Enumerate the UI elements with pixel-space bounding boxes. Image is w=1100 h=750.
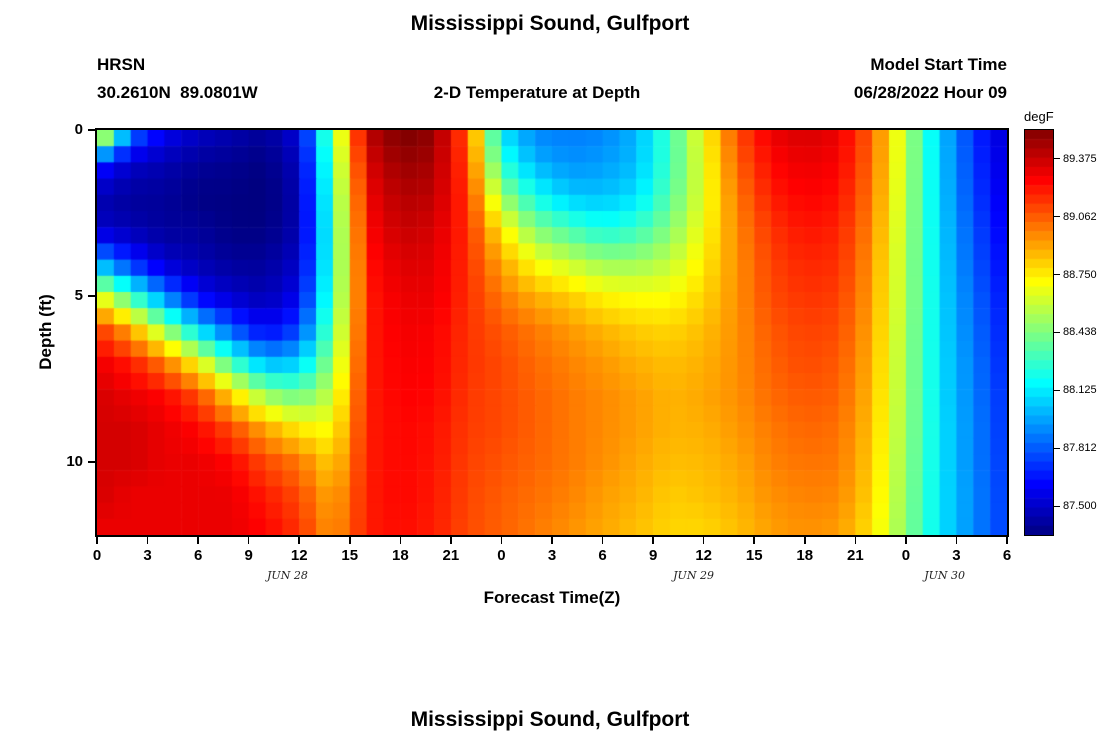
date-label: JUN 29 [673,569,714,582]
time-axis-label: Forecast Time(Z) [483,588,621,607]
station-coordinates: 30.2610N 89.0801W [97,83,258,102]
x-axis-tick-label: 15 [341,547,359,564]
x-axis-tick-label: 3 [547,547,557,564]
date-label: JUN 30 [924,569,966,582]
x-axis-tick-label: 21 [442,547,460,564]
x-axis-tick-label: 9 [244,547,253,564]
x-axis-tick-label: 18 [796,547,814,564]
y-axis-tick-label: 10 [66,452,83,470]
x-axis-tick [298,537,300,544]
colorbar-tick [1054,216,1060,218]
x-axis-tick-label: 21 [846,547,864,564]
x-axis-tick-label: 12 [290,547,308,564]
colorbar-tick [1054,274,1060,276]
page-title: Mississippi Sound, Gulfport [410,12,690,35]
colorbar-tick-label: 88.125 [1063,384,1097,397]
colorbar-tick-label: 87.500 [1063,500,1097,513]
x-axis-tick [551,537,553,544]
x-axis-tick [702,537,705,544]
x-axis-tick [854,537,857,544]
colorbar-tick-label: 89.375 [1063,152,1097,165]
x-axis-tick-label: 9 [648,547,658,564]
colorbar-tick-label: 88.438 [1063,326,1097,339]
x-axis-tick-label: 12 [695,547,712,564]
x-axis-tick [601,537,604,544]
colorbar-tick [1054,389,1060,391]
colorbar-frame [1024,129,1054,536]
x-axis-tick [1006,537,1008,544]
colorbar-tick-label: 87.812 [1063,442,1097,455]
x-axis-tick-label: 15 [745,547,763,564]
x-axis-tick [955,537,958,544]
x-axis-tick [197,537,199,544]
colorbar-canvas [1025,130,1053,535]
colorbar-tick [1054,158,1060,160]
x-axis-tick-label: 0 [92,547,102,564]
y-axis-tick-label: 5 [74,286,83,304]
x-axis-tick [753,537,755,544]
x-axis-tick-label: 6 [598,547,607,564]
x-axis-tick [146,537,149,544]
x-axis-tick-label: 3 [143,547,152,564]
x-axis-tick [905,537,907,544]
y-axis-tick [88,461,95,463]
second-page-title: Mississippi Sound, Gulfport [410,708,690,731]
x-axis-tick-label: 6 [193,547,203,564]
x-axis-tick-label: 6 [1002,547,1012,564]
model-start-value: 06/28/2022 Hour 09 [853,83,1007,102]
colorbar-tick [1054,505,1060,507]
x-axis-tick [96,537,98,544]
x-axis-tick [399,537,402,544]
x-axis-tick-label: 3 [952,547,961,564]
colorbar-tick [1054,331,1060,333]
y-axis-tick [88,295,95,297]
x-axis-tick [804,537,806,544]
y-axis-tick [88,129,95,131]
x-axis-tick [247,537,250,544]
colorbar-tick-label: 89.062 [1063,210,1097,223]
colorbar-tick [1054,447,1060,449]
y-axis-tick-label: 0 [74,121,83,138]
x-axis-tick [500,537,503,544]
x-axis-tick [652,537,654,544]
date-label: JUN 28 [267,569,308,582]
x-axis-tick-label: 0 [901,547,911,564]
x-axis-tick [450,537,452,544]
temperature-heatmap-canvas [97,130,1007,535]
x-axis-tick-label: 18 [391,547,409,564]
plot-title: 2-D Temperature at Depth [433,83,641,102]
x-axis-tick [349,537,351,544]
x-axis-tick-label: 0 [497,547,506,564]
station-id: HRSN [97,55,146,74]
colorbar-tick-label: 88.750 [1063,268,1097,281]
model-start-label: Model Start Time [870,55,1007,74]
colorbar-unit-label: degF [1024,109,1054,124]
